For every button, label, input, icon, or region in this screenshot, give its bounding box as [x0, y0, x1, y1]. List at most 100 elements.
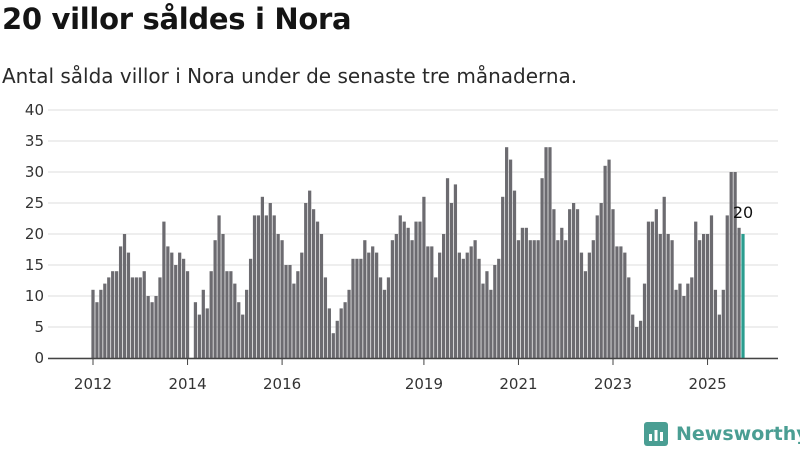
bar — [571, 203, 576, 358]
bar — [95, 302, 99, 358]
y-tick-label: 10 — [25, 287, 44, 305]
bar — [378, 277, 383, 358]
bar — [296, 271, 300, 358]
bar — [717, 314, 721, 358]
bar — [694, 221, 698, 358]
bar — [209, 271, 213, 358]
bar — [99, 289, 103, 358]
bar — [252, 215, 257, 358]
bar — [615, 246, 619, 358]
bar — [174, 265, 178, 358]
bar — [146, 296, 150, 358]
y-tick-label: 25 — [25, 194, 44, 212]
bar — [201, 289, 205, 358]
bar — [501, 196, 505, 358]
bar — [280, 240, 284, 358]
bar — [422, 196, 426, 358]
bar — [237, 302, 241, 358]
highlight-value-label: 20 — [733, 203, 753, 222]
bar — [469, 246, 473, 358]
bar — [225, 271, 229, 358]
bar — [516, 240, 521, 358]
x-tick-label: 2025 — [688, 375, 726, 393]
bar — [115, 271, 119, 358]
bar — [532, 240, 536, 358]
bar — [185, 271, 190, 358]
bar — [556, 240, 560, 358]
bar — [371, 246, 375, 358]
bar — [402, 221, 406, 358]
x-tick-label: 2012 — [74, 375, 112, 393]
bar — [678, 283, 682, 358]
bar — [178, 252, 182, 358]
bar — [607, 159, 611, 358]
bar — [733, 172, 737, 358]
bar — [166, 246, 170, 358]
bar — [343, 302, 347, 358]
bar — [729, 172, 733, 358]
bar — [311, 209, 316, 358]
bar — [221, 234, 225, 358]
bar — [540, 178, 544, 358]
bar — [611, 209, 615, 358]
x-tick-label: 2019 — [405, 375, 443, 393]
bar — [489, 289, 493, 358]
bar — [453, 184, 458, 358]
bar — [241, 314, 245, 358]
bar — [91, 289, 95, 358]
bar — [536, 240, 540, 358]
bar — [288, 265, 292, 358]
bar — [304, 203, 308, 358]
bar — [477, 258, 481, 358]
bar — [603, 165, 607, 358]
bar — [690, 277, 694, 358]
bar — [111, 271, 115, 358]
bar — [213, 240, 217, 358]
bar — [646, 221, 651, 358]
bar — [394, 234, 398, 358]
bar — [493, 265, 497, 358]
bar — [430, 246, 434, 358]
bar — [465, 252, 469, 358]
bar — [359, 258, 363, 358]
bar — [390, 240, 395, 358]
bar — [627, 277, 631, 358]
bar — [300, 252, 304, 358]
bar — [205, 308, 209, 358]
y-tick-label: 20 — [25, 225, 44, 243]
bar — [272, 215, 276, 358]
bar — [548, 147, 552, 358]
bar — [552, 209, 556, 358]
bar — [599, 203, 603, 358]
y-tick-label: 35 — [25, 132, 44, 150]
bar — [158, 277, 162, 358]
bar — [737, 227, 741, 358]
bar — [193, 302, 198, 358]
bar — [595, 215, 599, 358]
x-tick-label: 2014 — [168, 375, 206, 393]
bar — [528, 240, 532, 358]
data-labels: 20 — [733, 203, 753, 222]
bar — [666, 234, 670, 358]
bar — [524, 227, 528, 358]
bar — [461, 258, 465, 358]
x-tick-label: 2016 — [263, 375, 301, 393]
x-tick-label: 2021 — [499, 375, 537, 393]
bar — [323, 277, 328, 358]
bar — [544, 147, 548, 358]
bar — [134, 277, 138, 358]
bar — [150, 302, 154, 358]
bar — [449, 203, 454, 358]
bar — [658, 234, 662, 358]
bar — [591, 240, 595, 358]
bar — [583, 271, 588, 358]
bar — [650, 221, 655, 358]
bar — [497, 258, 501, 358]
bar — [248, 258, 253, 358]
y-tick-label: 15 — [25, 256, 44, 274]
bar — [245, 289, 249, 358]
bar — [508, 159, 513, 358]
bar — [654, 209, 658, 358]
bar — [197, 314, 201, 358]
bar — [568, 209, 572, 358]
